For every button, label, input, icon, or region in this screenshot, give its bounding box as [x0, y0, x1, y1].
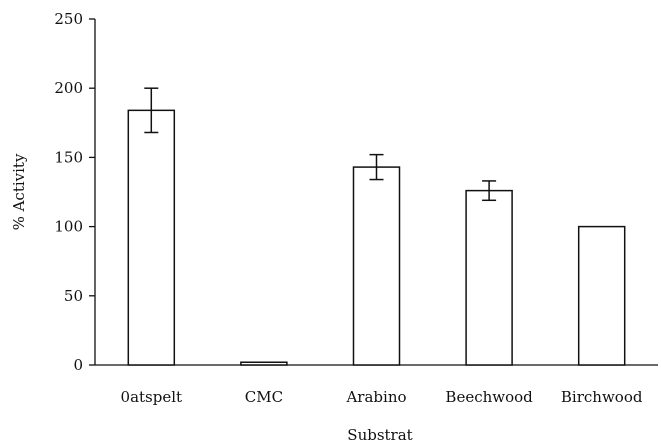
- y-tick-label: 250: [54, 10, 83, 28]
- y-axis-title: % Activity: [10, 153, 28, 230]
- bar: [240, 361, 288, 366]
- x-axis-title: Substrat: [347, 426, 412, 444]
- x-tick-label: 0atspelt: [121, 388, 183, 406]
- y-tick-label: 0: [73, 356, 83, 374]
- bar: [577, 225, 626, 366]
- y-ticks: 0 50 100 150 200 250: [54, 10, 95, 374]
- x-tick-label: CMC: [245, 388, 283, 406]
- x-ticks: 0atspelt CMC Arabino Beechwood Birchwood: [121, 388, 643, 406]
- x-tick-label: Beechwood: [445, 388, 533, 406]
- bar: [352, 166, 401, 366]
- y-tick-label: 100: [54, 218, 83, 236]
- y-tick-label: 150: [54, 148, 83, 166]
- x-tick-label: Birchwood: [561, 388, 643, 406]
- x-tick-label: Arabino: [345, 388, 406, 406]
- bar: [465, 189, 513, 366]
- bar: [127, 109, 176, 366]
- y-tick-label: 200: [54, 79, 83, 97]
- bars: [127, 87, 626, 366]
- y-tick-label: 50: [64, 287, 83, 305]
